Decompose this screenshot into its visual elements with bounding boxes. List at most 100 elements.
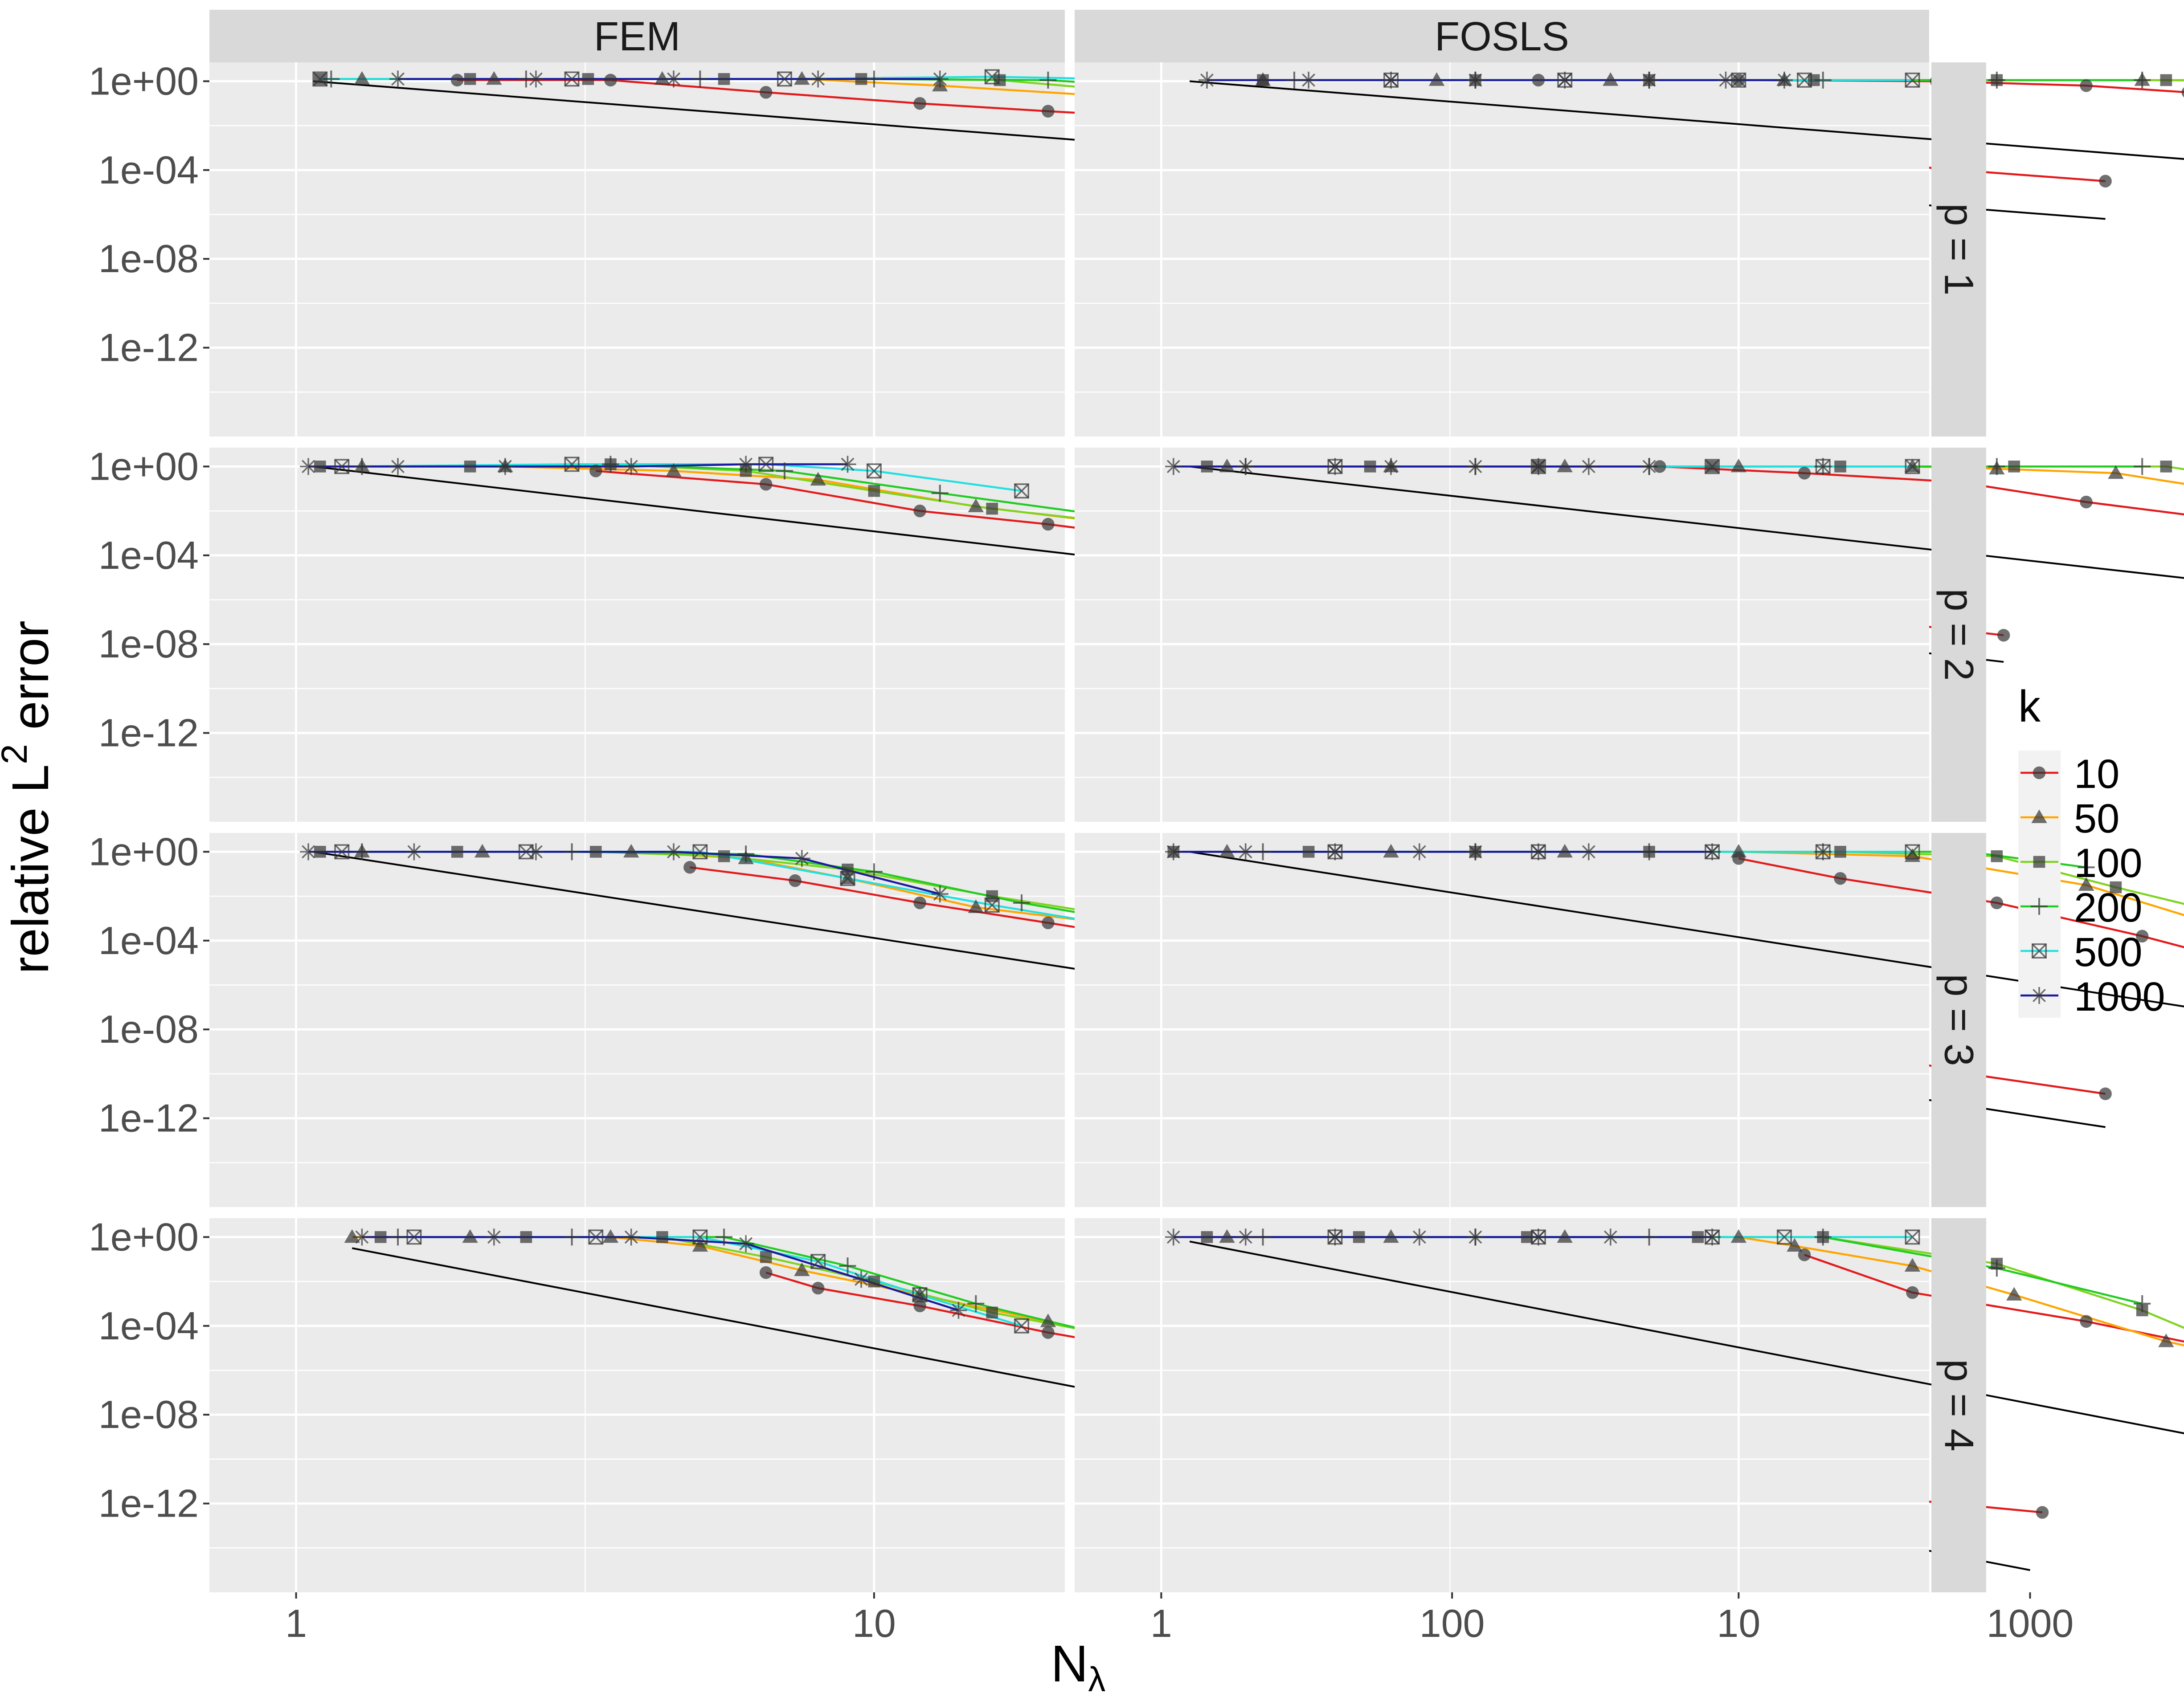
data-point — [564, 457, 580, 472]
data-point — [810, 472, 826, 486]
x-tick-label: 1 — [1150, 1601, 1172, 1645]
data-point — [665, 843, 683, 861]
data-point — [868, 485, 880, 497]
data-point — [1602, 1228, 1619, 1246]
data-point — [692, 1229, 708, 1245]
data-point — [1383, 1229, 1399, 1243]
data-point — [868, 1275, 880, 1288]
series-line-k1000 — [308, 463, 848, 468]
data-point — [1988, 1260, 2005, 1277]
data-point — [1653, 460, 1666, 473]
data-point — [1603, 72, 1619, 86]
y-tick-label: 1e-04 — [98, 1304, 199, 1348]
legend-label: 50 — [2074, 796, 2119, 841]
panel-background — [1075, 448, 1929, 822]
legend-key-marker — [2031, 898, 2048, 915]
y-axis-title: relative L2 error — [0, 620, 59, 974]
column-strip-label: FEM — [594, 14, 680, 59]
data-point — [913, 896, 926, 910]
data-point — [1353, 1231, 1365, 1243]
x-axis-title: Nλ — [1051, 1635, 1106, 1697]
data-point — [1990, 896, 2004, 910]
row-strip-label: p = 1 — [1936, 203, 1982, 295]
data-point — [931, 885, 949, 903]
data-point — [1219, 1229, 1235, 1243]
data-point — [866, 463, 882, 479]
data-point — [718, 73, 730, 85]
data-point — [2160, 74, 2172, 86]
data-point — [1326, 458, 1344, 475]
y-tick-label: 1e-04 — [98, 533, 199, 577]
series-points-k1000 — [1165, 1228, 1721, 1246]
data-point — [1201, 461, 1213, 473]
data-point — [1364, 461, 1376, 473]
data-point — [2134, 1295, 2151, 1312]
y-tick-label: 1e+00 — [89, 59, 199, 103]
data-point — [1219, 844, 1235, 858]
data-point — [1042, 1326, 1055, 1339]
y-tick-label: 1e-04 — [98, 918, 199, 963]
data-point — [622, 458, 640, 475]
data-point — [913, 1299, 926, 1313]
data-point — [758, 457, 774, 472]
data-point — [1383, 844, 1399, 858]
data-point — [855, 73, 867, 85]
series-points-k500 — [406, 1229, 1030, 1334]
x-tick-label: 1000 — [1987, 1601, 2074, 1645]
data-point — [1198, 71, 1216, 89]
data-point — [665, 70, 683, 88]
legend-item-10: 10 — [2018, 751, 2119, 797]
data-point — [1730, 458, 1747, 473]
data-point — [737, 456, 755, 473]
row-strip-label: p = 2 — [1936, 588, 1982, 681]
data-point — [692, 1238, 708, 1252]
data-point — [656, 1231, 668, 1243]
data-point — [793, 850, 810, 867]
series-points-k1000 — [300, 456, 856, 475]
data-point — [486, 71, 502, 85]
data-point — [1326, 1228, 1344, 1246]
data-point — [353, 1228, 371, 1246]
data-point — [1257, 74, 1269, 86]
data-point — [1991, 850, 2003, 862]
data-point — [759, 1266, 773, 1279]
data-point — [1798, 467, 1811, 480]
data-point — [794, 1262, 810, 1276]
data-point — [589, 846, 602, 858]
data-point — [300, 843, 317, 861]
data-point — [1237, 458, 1254, 475]
y-tick-label: 1e-12 — [98, 1481, 199, 1526]
data-point — [840, 871, 855, 886]
data-point — [2099, 175, 2112, 188]
data-point — [737, 845, 755, 863]
data-point — [1254, 1228, 1272, 1246]
data-point — [1219, 458, 1235, 473]
y-tick-label: 1e+00 — [89, 829, 199, 873]
data-point — [312, 71, 328, 87]
data-point — [1014, 1318, 1030, 1334]
data-point — [1286, 71, 1303, 89]
series-points-k1000 — [300, 843, 949, 903]
data-point — [683, 861, 696, 874]
data-point — [462, 1229, 478, 1243]
data-point — [1557, 458, 1573, 473]
legend-label: 10 — [2074, 751, 2119, 797]
data-point — [1467, 843, 1484, 861]
data-point — [344, 1229, 360, 1243]
data-point — [1411, 843, 1428, 861]
data-point — [353, 843, 371, 861]
data-point — [589, 465, 602, 477]
data-point — [353, 458, 371, 475]
data-point — [588, 1229, 604, 1245]
data-point — [1530, 458, 1547, 475]
data-point — [691, 70, 709, 88]
data-point — [1717, 71, 1734, 89]
y-tick-label: 1e-12 — [98, 711, 199, 755]
data-point — [2108, 465, 2124, 479]
x-axis-title-subscript: λ — [1088, 1660, 1105, 1697]
data-point — [1730, 844, 1747, 858]
row-strip-4: p = 4 — [1931, 1218, 1986, 1592]
data-point — [1834, 872, 1847, 885]
data-point — [1382, 71, 1400, 89]
